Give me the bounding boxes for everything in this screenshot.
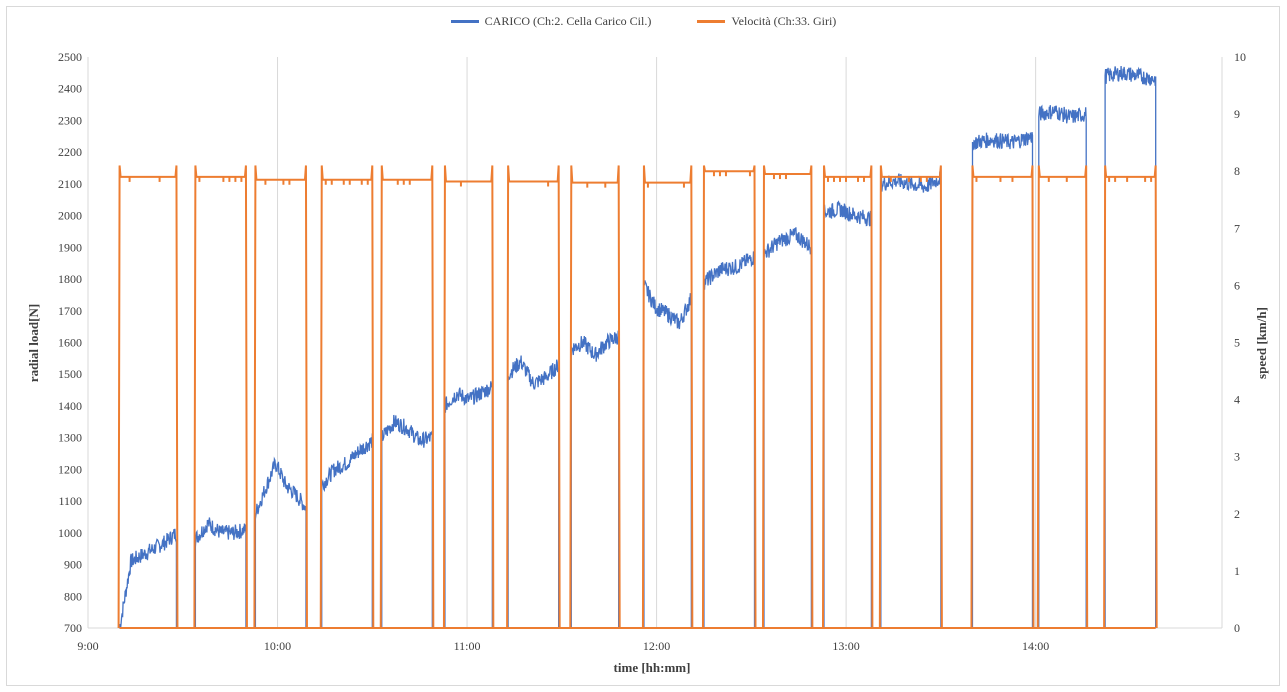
x-axis-title: time [hh:mm] xyxy=(614,660,691,675)
legend-item-load[interactable]: CARICO (Ch:2. Cella Carico Cil.) xyxy=(450,14,652,29)
speed-segment-line xyxy=(253,165,308,629)
legend-swatch-load xyxy=(450,20,479,23)
load-segment-line xyxy=(703,251,756,629)
y-right-tick-label: 8 xyxy=(1234,164,1240,178)
y-left-tick-label: 800 xyxy=(64,589,82,603)
y-left-tick-label: 1000 xyxy=(58,526,82,540)
y-axis-right-title: speed [km/h] xyxy=(1254,307,1269,379)
y-left-tick-label: 1800 xyxy=(58,272,82,286)
ticks: 9:00 10:00 11:00 12:00 13:00 14:0070080090010… xyxy=(58,50,1246,653)
load-segment-line xyxy=(763,227,813,629)
speed-segment-line xyxy=(701,165,757,629)
load-segment-line xyxy=(507,355,560,629)
speed-segment-line xyxy=(1036,165,1089,629)
speed-segment-line xyxy=(506,165,561,629)
y-right-tick-label: 7 xyxy=(1234,221,1240,235)
x-tick-label: 14:00 xyxy=(1022,639,1049,653)
y-right-tick-label: 9 xyxy=(1234,107,1240,121)
load-segment-line xyxy=(823,200,873,629)
x-tick-label: 10:00 xyxy=(264,639,291,653)
load-segment-line xyxy=(880,169,942,629)
load-segment-line xyxy=(570,330,620,629)
load-segment-line xyxy=(971,131,1034,629)
y-right-tick-label: 1 xyxy=(1234,564,1240,578)
y-left-tick-label: 2100 xyxy=(58,177,82,191)
y-right-tick-label: 5 xyxy=(1234,336,1240,350)
y-left-tick-label: 1900 xyxy=(58,240,82,254)
y-left-tick-label: 2000 xyxy=(58,209,82,223)
load-segment-line xyxy=(381,414,433,629)
load-segment-line xyxy=(321,433,373,629)
speed-segment-line xyxy=(319,165,375,629)
load-segment-line xyxy=(118,528,178,629)
speed-segment-line xyxy=(970,165,1035,629)
y-axis-left-title: radial load[N] xyxy=(26,304,41,382)
y-left-tick-label: 1200 xyxy=(58,462,82,476)
y-left-tick-label: 2200 xyxy=(58,145,82,159)
speed-segment-line xyxy=(442,165,495,629)
legend-label-load: CARICO (Ch:2. Cella Carico Cil.) xyxy=(484,14,652,28)
speed-series xyxy=(117,165,1158,629)
load-segment-line xyxy=(254,456,307,629)
speed-segment-line xyxy=(193,165,248,629)
speed-segment-line xyxy=(117,165,179,629)
y-left-tick-label: 2300 xyxy=(58,113,82,127)
y-right-tick-label: 0 xyxy=(1234,621,1240,635)
y-left-tick-label: 1500 xyxy=(58,367,82,381)
y-left-tick-label: 1100 xyxy=(58,494,82,508)
speed-segment-line xyxy=(761,165,814,629)
y-right-tick-label: 2 xyxy=(1234,507,1240,521)
speed-segment-line xyxy=(878,165,943,629)
speed-segment-line xyxy=(821,165,874,629)
y-left-tick-label: 1700 xyxy=(58,304,82,318)
load-segment-line xyxy=(444,381,493,629)
y-right-tick-label: 10 xyxy=(1234,50,1246,64)
y-left-tick-label: 1600 xyxy=(58,336,82,350)
y-right-tick-label: 6 xyxy=(1234,278,1240,292)
y-left-tick-label: 2400 xyxy=(58,82,82,96)
legend-item-speed[interactable]: Velocità (Ch:33. Giri) xyxy=(697,14,836,29)
speed-segment-line xyxy=(641,165,694,629)
legend-label-speed: Velocità (Ch:33. Giri) xyxy=(731,14,837,28)
y-left-tick-label: 700 xyxy=(64,621,82,635)
x-tick-label: 11:00 xyxy=(454,639,481,653)
load-segment-line xyxy=(643,280,692,629)
speed-segment-line xyxy=(1103,165,1158,629)
load-segment-line xyxy=(1038,104,1087,629)
y-left-tick-label: 900 xyxy=(64,558,82,572)
y-left-tick-label: 2500 xyxy=(58,50,82,64)
grid xyxy=(87,57,1223,629)
speed-segment-line xyxy=(569,165,621,629)
x-tick-label: 12:00 xyxy=(643,639,670,653)
y-left-tick-label: 1400 xyxy=(58,399,82,413)
y-right-tick-label: 4 xyxy=(1234,393,1240,407)
y-left-tick-label: 1300 xyxy=(58,431,82,445)
legend-swatch-speed xyxy=(697,20,726,23)
speed-segment-line xyxy=(379,165,435,629)
x-tick-label: 13:00 xyxy=(832,639,859,653)
y-right-tick-label: 3 xyxy=(1234,450,1240,464)
load-segment-line xyxy=(194,517,247,629)
load-segment-line xyxy=(1104,65,1157,629)
load-series xyxy=(118,65,1157,629)
x-tick-label: 9:00 xyxy=(77,639,98,653)
legend: CARICO (Ch:2. Cella Carico Cil.) Velocit… xyxy=(0,14,1287,29)
